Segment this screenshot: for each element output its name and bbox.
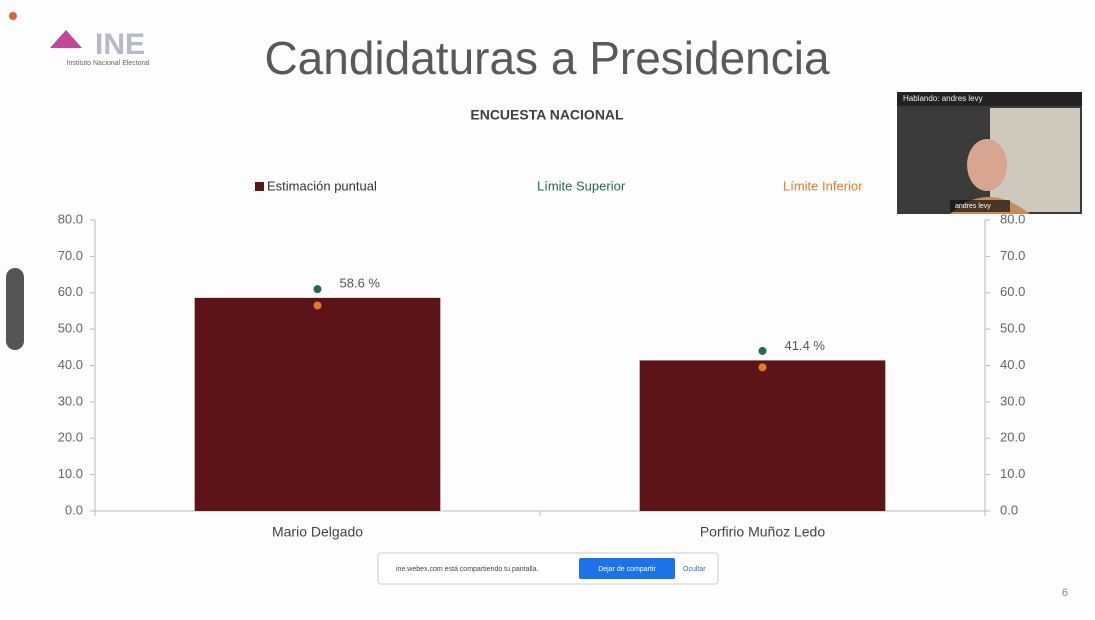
y-tick-label: 30.0 <box>58 393 83 408</box>
y-tick-label: 50.0 <box>58 321 83 336</box>
legend-label: Límite Inferior <box>783 178 863 193</box>
logo: INE <box>95 28 145 61</box>
value-label: 41.4 % <box>785 338 826 353</box>
y-tick-label: 40.0 <box>58 357 83 372</box>
legend-label: Límite Superior <box>537 178 626 193</box>
limit-point <box>758 363 767 372</box>
y-tick-label: 20.0 <box>58 430 83 445</box>
name-tag <box>950 200 1010 212</box>
y-tick-label: 80.0 <box>58 211 83 226</box>
y2-tick-label: 60.0 <box>1000 284 1025 299</box>
y2-tick-label: 40.0 <box>1000 357 1025 372</box>
x-tick-label: Mario Delgado <box>272 524 363 540</box>
video-header <box>897 92 1082 106</box>
chart: 0.0 10.0 20.0 30.0 40.0 50.0 60.0 70.0 80.0 0.0 10… <box>58 178 1026 539</box>
participant-name: andres levy <box>955 203 991 210</box>
logo-subtitle: Instituto Nacional Electoral <box>67 60 150 67</box>
y2-tick-label: 10.0 <box>1000 466 1025 481</box>
chart-title: ENCUESTA NACIONAL <box>470 107 624 123</box>
stop-button[interactable] <box>579 558 675 579</box>
y-tick-label: 0.0 <box>65 502 83 517</box>
person-head <box>967 139 1007 191</box>
slide-number: 6 <box>1062 587 1068 599</box>
stop-label[interactable]: Dejar de compartir <box>598 566 656 573</box>
recording-dot <box>9 12 17 20</box>
y2-tick-label: 20.0 <box>1000 430 1025 445</box>
y2-tick-label: 50.0 <box>1000 321 1025 336</box>
bar <box>639 360 886 511</box>
x-tick-label: Porfirio Muñoz Ledo <box>700 524 826 540</box>
y-tick-label: 10.0 <box>58 466 83 481</box>
share-message: ine.webex.com está compartiendo tu panta… <box>396 566 538 573</box>
legend-swatch <box>255 182 264 191</box>
slide-title: Candidaturas a Presidencia <box>264 32 830 84</box>
limit-point <box>313 285 322 294</box>
y2-tick-label: 80.0 <box>1000 211 1025 226</box>
value-label: 58.6 % <box>340 275 381 290</box>
y2-tick-label: 0.0 <box>1000 502 1018 517</box>
bar <box>194 297 441 511</box>
limit-point <box>758 346 767 355</box>
y2-tick-label: 30.0 <box>1000 393 1025 408</box>
legend-label: Estimación puntual <box>267 178 377 193</box>
hide-button[interactable]: Ocultar <box>683 566 706 573</box>
speaking-label: Hablando: andres levy <box>903 94 983 103</box>
limit-point <box>313 301 322 310</box>
share-bar: ine.webex.com está compartiendo tu panta… <box>377 552 719 585</box>
logo-icon <box>50 30 82 48</box>
video-panel: Hablando: andres levy andres levy <box>897 92 1082 214</box>
y2-tick-label: 70.0 <box>1000 248 1025 263</box>
y-tick-label: 60.0 <box>58 284 83 299</box>
y-tick-label: 70.0 <box>58 248 83 263</box>
zoom-toolbar[interactable] <box>6 268 24 350</box>
